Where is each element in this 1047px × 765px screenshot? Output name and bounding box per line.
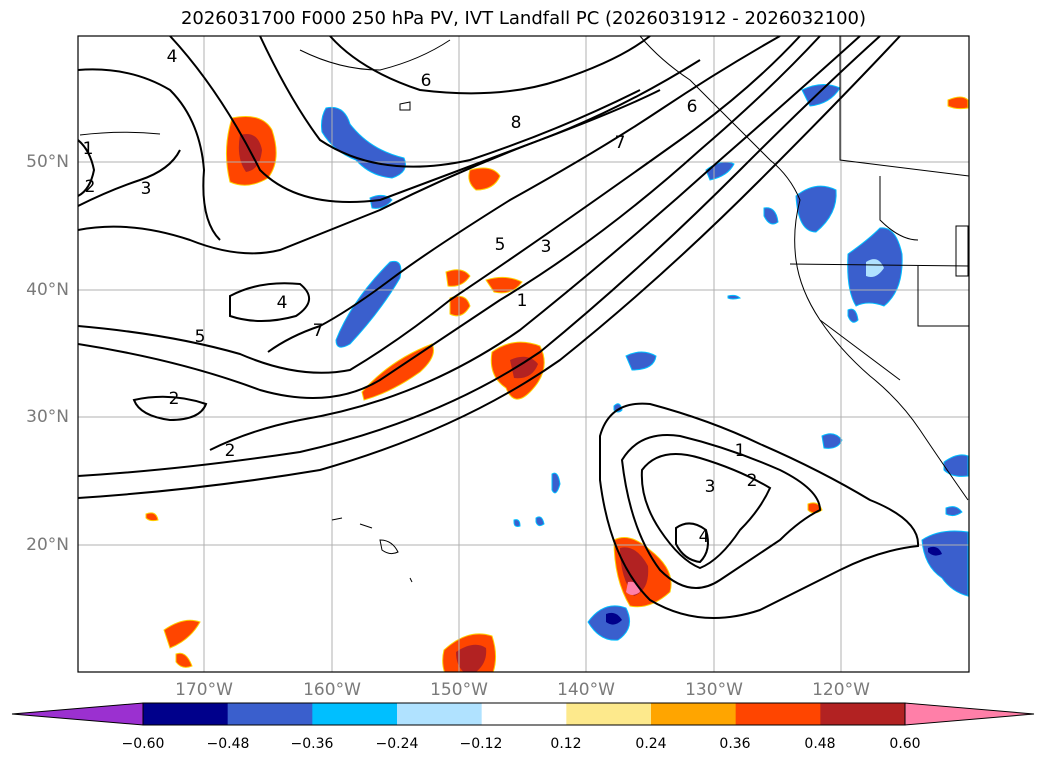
colorbar-segment	[397, 703, 483, 725]
lat-label: 30°N	[26, 407, 69, 427]
colorbar-tick-label: −0.48	[206, 736, 250, 752]
positive-anomaly-patch	[947, 96, 969, 110]
lat-label: 40°N	[26, 280, 69, 300]
colorbar-tick-label: −0.12	[459, 736, 503, 752]
positive-anomaly-patch	[620, 547, 649, 596]
lat-label: 20°N	[26, 535, 69, 555]
contour-label: 3	[141, 179, 152, 199]
contour-label: 7	[313, 321, 324, 341]
positive-anomaly-patch	[163, 619, 201, 649]
colorbar-tick-label: 0.36	[719, 736, 751, 752]
negative-anomaly-patch	[513, 519, 521, 527]
colorbar-extension-low	[12, 703, 143, 725]
shading-layer	[145, 84, 969, 672]
contour-label: 1	[83, 139, 94, 159]
negative-anomaly-patch	[821, 433, 843, 449]
negative-anomaly-patch	[727, 294, 741, 300]
colorbar-segment	[735, 703, 821, 725]
contour-label: 1	[735, 441, 746, 461]
colorbar-segment	[312, 703, 398, 725]
negative-anomaly-patch	[551, 472, 561, 494]
contour-label: 6	[421, 71, 432, 91]
contour-label: 2	[747, 471, 758, 491]
negative-anomaly-patch	[866, 259, 884, 277]
contour-label: 2	[85, 177, 96, 197]
map-plot: 4 6 1 2 3 8 7 6 5 3 1 4 7 5 2 2 1 2 3 4	[77, 35, 970, 673]
contour-label: 4	[277, 293, 288, 313]
contour-label: 7	[615, 133, 626, 153]
negative-anomaly-patch	[535, 516, 545, 527]
lon-label: 130°W	[685, 680, 743, 700]
colorbar-tick-label: 0.48	[804, 736, 836, 752]
gridlines	[78, 36, 969, 672]
lon-label: 160°W	[303, 680, 361, 700]
colorbar-tick-label: 0.12	[550, 736, 582, 752]
contour-labels: 4 6 1 2 3 8 7 6 5 3 1 4 7 5 2 2 1 2 3 4	[83, 47, 758, 547]
colorbar-tick-label: 0.24	[635, 736, 667, 752]
contour-label: 3	[541, 237, 552, 257]
lon-label: 120°W	[812, 680, 870, 700]
contour-label: 6	[687, 97, 698, 117]
colorbar-tick-label: 0.60	[889, 736, 921, 752]
colorbar-segment	[227, 703, 313, 725]
contour-label: 8	[511, 113, 522, 133]
contour-label: 5	[195, 327, 206, 347]
negative-anomaly-patch	[928, 546, 942, 556]
negative-anomaly-patch	[945, 506, 963, 517]
negative-anomaly-patch	[763, 207, 779, 225]
positive-anomaly-patch	[361, 343, 434, 401]
positive-anomaly-patch	[485, 276, 523, 294]
contour-label: 4	[167, 47, 178, 67]
map-frame	[77, 35, 970, 673]
positive-anomaly-patch	[145, 512, 159, 522]
colorbar-extension-high	[905, 703, 1034, 725]
negative-anomaly-patch	[321, 106, 406, 179]
colorbar	[11, 702, 1035, 726]
pv-contours	[78, 36, 920, 619]
negative-anomaly-patch	[943, 454, 969, 477]
lon-label: 150°W	[430, 680, 488, 700]
negative-anomaly-patch	[606, 612, 622, 625]
colorbar-segment	[566, 703, 652, 725]
negative-anomaly-patch	[369, 194, 393, 209]
colorbar-segment	[820, 703, 906, 725]
contour-label: 2	[169, 389, 180, 409]
positive-anomaly-patch	[468, 167, 501, 191]
positive-anomaly-patch	[456, 644, 487, 672]
positive-anomaly-patch	[445, 269, 471, 287]
colorbar-segment	[143, 703, 229, 725]
contour-label: 1	[517, 291, 528, 311]
map-title: 2026031700 F000 250 hPa PV, IVT Landfall…	[180, 8, 867, 29]
colorbar-segment	[481, 703, 567, 725]
contour-label: 5	[495, 235, 506, 255]
positive-anomaly-patch	[510, 356, 538, 379]
negative-anomaly-patch	[847, 308, 859, 323]
colorbar-segment	[651, 703, 737, 725]
coastlines	[79, 36, 969, 583]
contour-label: 3	[705, 477, 716, 497]
colorbar-tick-label: −0.36	[290, 736, 334, 752]
colorbar-tick-label: −0.24	[375, 736, 419, 752]
negative-anomaly-patch	[625, 351, 657, 371]
negative-anomaly-patch	[795, 185, 837, 233]
lon-label: 170°W	[175, 680, 233, 700]
positive-anomaly-patch	[175, 652, 193, 668]
contour-label: 4	[699, 527, 710, 547]
contour-label: 2	[225, 441, 236, 461]
lon-label: 140°W	[557, 680, 615, 700]
lat-label: 50°N	[26, 152, 69, 172]
colorbar-tick-label: −0.60	[121, 736, 165, 752]
